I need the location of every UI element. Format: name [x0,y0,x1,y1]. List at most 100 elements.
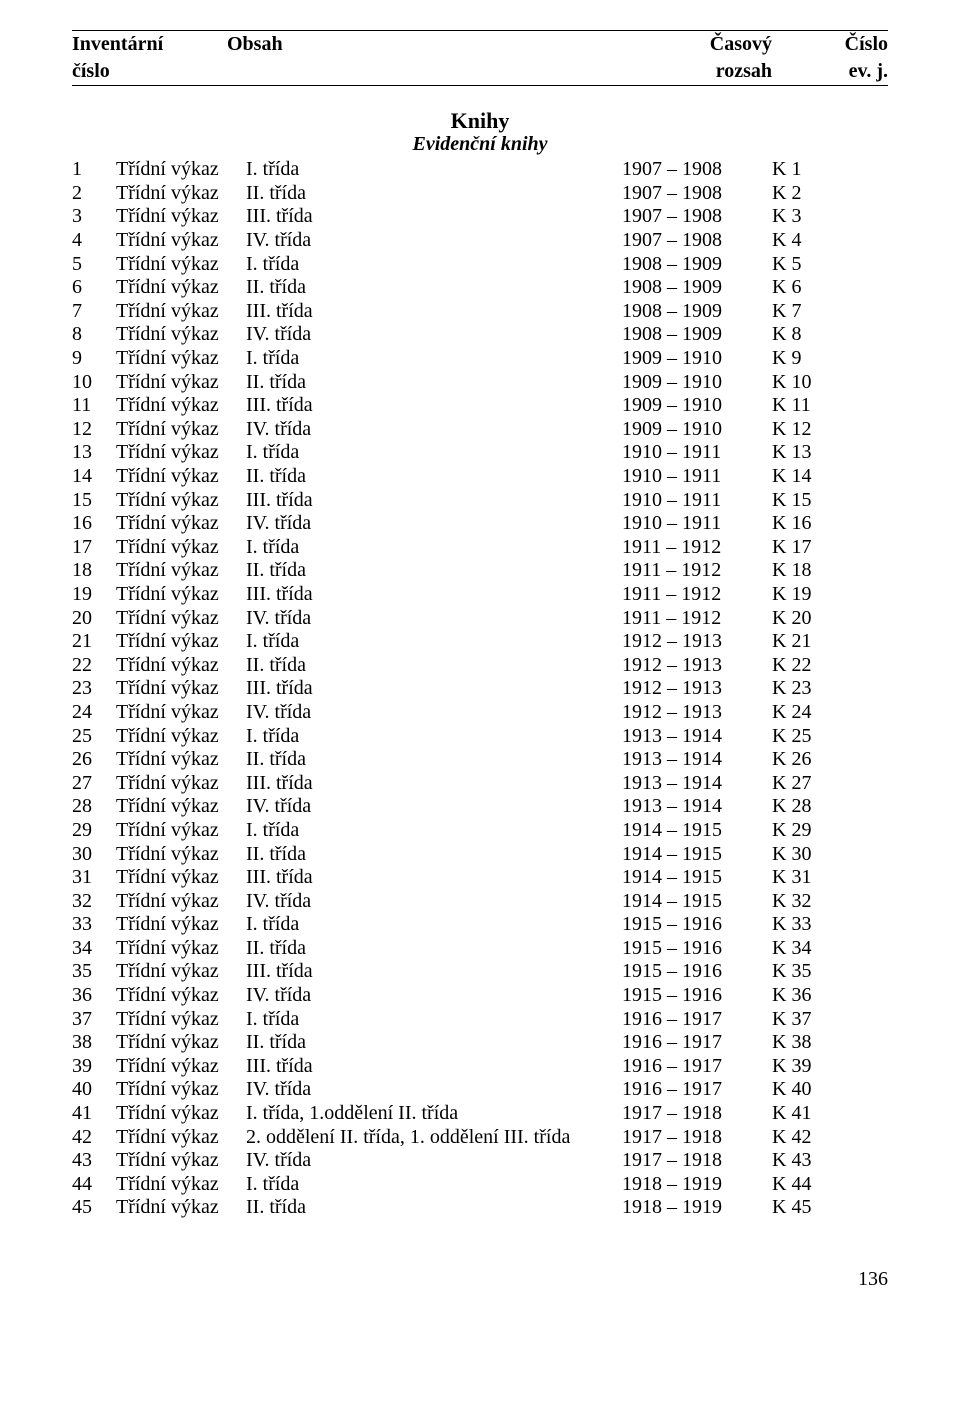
table-row: 1Třídní výkazI. třída1907 – 1908K 1 [72,158,888,182]
cell-desc: I. třída [246,819,622,843]
page-header: Inventární Obsah Časový Číslo číslo rozs… [72,30,888,86]
cell-desc: I. třída [246,1008,622,1032]
cell-label: Třídní výkaz [116,1055,246,1079]
cell-inv: 45 [72,1196,116,1220]
header-col1-line1: Inventární [72,33,227,56]
cell-ev: K 10 [772,371,888,395]
cell-ev: K 41 [772,1102,888,1126]
cell-desc: II. třída [246,748,622,772]
cell-inv: 16 [72,512,116,536]
table-row: 17Třídní výkazI. třída1911 – 1912K 17 [72,536,888,560]
cell-time: 1907 – 1908 [622,205,772,229]
table-row: 5Třídní výkazI. třída1908 – 1909K 5 [72,253,888,277]
table-row: 15Třídní výkazIII. třída1910 – 1911K 15 [72,489,888,513]
cell-desc: IV. třída [246,323,622,347]
table-row: 18Třídní výkazII. třída1911 – 1912K 18 [72,559,888,583]
cell-label: Třídní výkaz [116,654,246,678]
cell-time: 1915 – 1916 [622,937,772,961]
cell-ev: K 6 [772,276,888,300]
cell-ev: K 33 [772,913,888,937]
cell-label: Třídní výkaz [116,1078,246,1102]
page-number: 136 [72,1268,888,1291]
cell-desc: IV. třída [246,984,622,1008]
cell-label: Třídní výkaz [116,843,246,867]
cell-label: Třídní výkaz [116,276,246,300]
cell-time: 1911 – 1912 [622,559,772,583]
section-subtitle: Evidenční knihy [72,133,888,156]
cell-desc: III. třída [246,772,622,796]
table-row: 40Třídní výkazIV. třída1916 – 1917K 40 [72,1078,888,1102]
cell-inv: 34 [72,937,116,961]
cell-inv: 7 [72,300,116,324]
cell-ev: K 21 [772,630,888,654]
cell-label: Třídní výkaz [116,536,246,560]
header-col2-line1: Obsah [227,33,622,56]
header-col2-line2 [227,60,622,83]
cell-label: Třídní výkaz [116,489,246,513]
cell-inv: 24 [72,701,116,725]
cell-inv: 6 [72,276,116,300]
cell-desc: I. třída [246,725,622,749]
cell-inv: 10 [72,371,116,395]
cell-desc: IV. třída [246,607,622,631]
cell-desc: I. třída [246,536,622,560]
cell-inv: 25 [72,725,116,749]
cell-time: 1917 – 1918 [622,1126,772,1150]
cell-label: Třídní výkaz [116,1196,246,1220]
table-row: 33Třídní výkazI. třída1915 – 1916K 33 [72,913,888,937]
cell-time: 1913 – 1914 [622,725,772,749]
cell-ev: K 44 [772,1173,888,1197]
cell-time: 1913 – 1914 [622,748,772,772]
cell-desc: III. třída [246,677,622,701]
cell-time: 1908 – 1909 [622,323,772,347]
cell-label: Třídní výkaz [116,512,246,536]
table-row: 19Třídní výkazIII. třída1911 – 1912K 19 [72,583,888,607]
table-row: 25Třídní výkazI. třída1913 – 1914K 25 [72,725,888,749]
cell-label: Třídní výkaz [116,347,246,371]
cell-desc: I. třída [246,347,622,371]
cell-inv: 19 [72,583,116,607]
cell-label: Třídní výkaz [116,772,246,796]
cell-ev: K 5 [772,253,888,277]
cell-ev: K 25 [772,725,888,749]
table-row: 10Třídní výkazII. třída1909 – 1910K 10 [72,371,888,395]
cell-ev: K 38 [772,1031,888,1055]
cell-time: 1910 – 1911 [622,489,772,513]
table-row: 23Třídní výkazIII. třída1912 – 1913K 23 [72,677,888,701]
cell-time: 1913 – 1914 [622,772,772,796]
cell-inv: 9 [72,347,116,371]
cell-inv: 12 [72,418,116,442]
cell-ev: K 35 [772,960,888,984]
cell-ev: K 39 [772,1055,888,1079]
cell-label: Třídní výkaz [116,583,246,607]
cell-label: Třídní výkaz [116,1008,246,1032]
cell-time: 1907 – 1908 [622,158,772,182]
cell-inv: 18 [72,559,116,583]
cell-label: Třídní výkaz [116,677,246,701]
cell-desc: II. třída [246,182,622,206]
cell-time: 1909 – 1910 [622,347,772,371]
cell-ev: K 34 [772,937,888,961]
cell-desc: III. třída [246,583,622,607]
header-col3-line2: rozsah [622,60,772,83]
table-row: 13Třídní výkazI. třída1910 – 1911K 13 [72,441,888,465]
table-row: 34Třídní výkazII. třída1915 – 1916K 34 [72,937,888,961]
table-row: 41Třídní výkazI. třída, 1.oddělení II. t… [72,1102,888,1126]
cell-desc: IV. třída [246,890,622,914]
cell-time: 1918 – 1919 [622,1173,772,1197]
table-row: 39Třídní výkazIII. třída1916 – 1917K 39 [72,1055,888,1079]
cell-desc: I. třída [246,441,622,465]
cell-ev: K 13 [772,441,888,465]
cell-inv: 30 [72,843,116,867]
cell-desc: II. třída [246,559,622,583]
cell-desc: II. třída [246,371,622,395]
cell-desc: III. třída [246,489,622,513]
table-row: 14Třídní výkazII. třída1910 – 1911K 14 [72,465,888,489]
table-row: 31Třídní výkazIII. třída1914 – 1915K 31 [72,866,888,890]
cell-inv: 8 [72,323,116,347]
cell-ev: K 42 [772,1126,888,1150]
cell-inv: 4 [72,229,116,253]
cell-inv: 35 [72,960,116,984]
cell-label: Třídní výkaz [116,394,246,418]
header-col3-line1: Časový [622,33,772,56]
